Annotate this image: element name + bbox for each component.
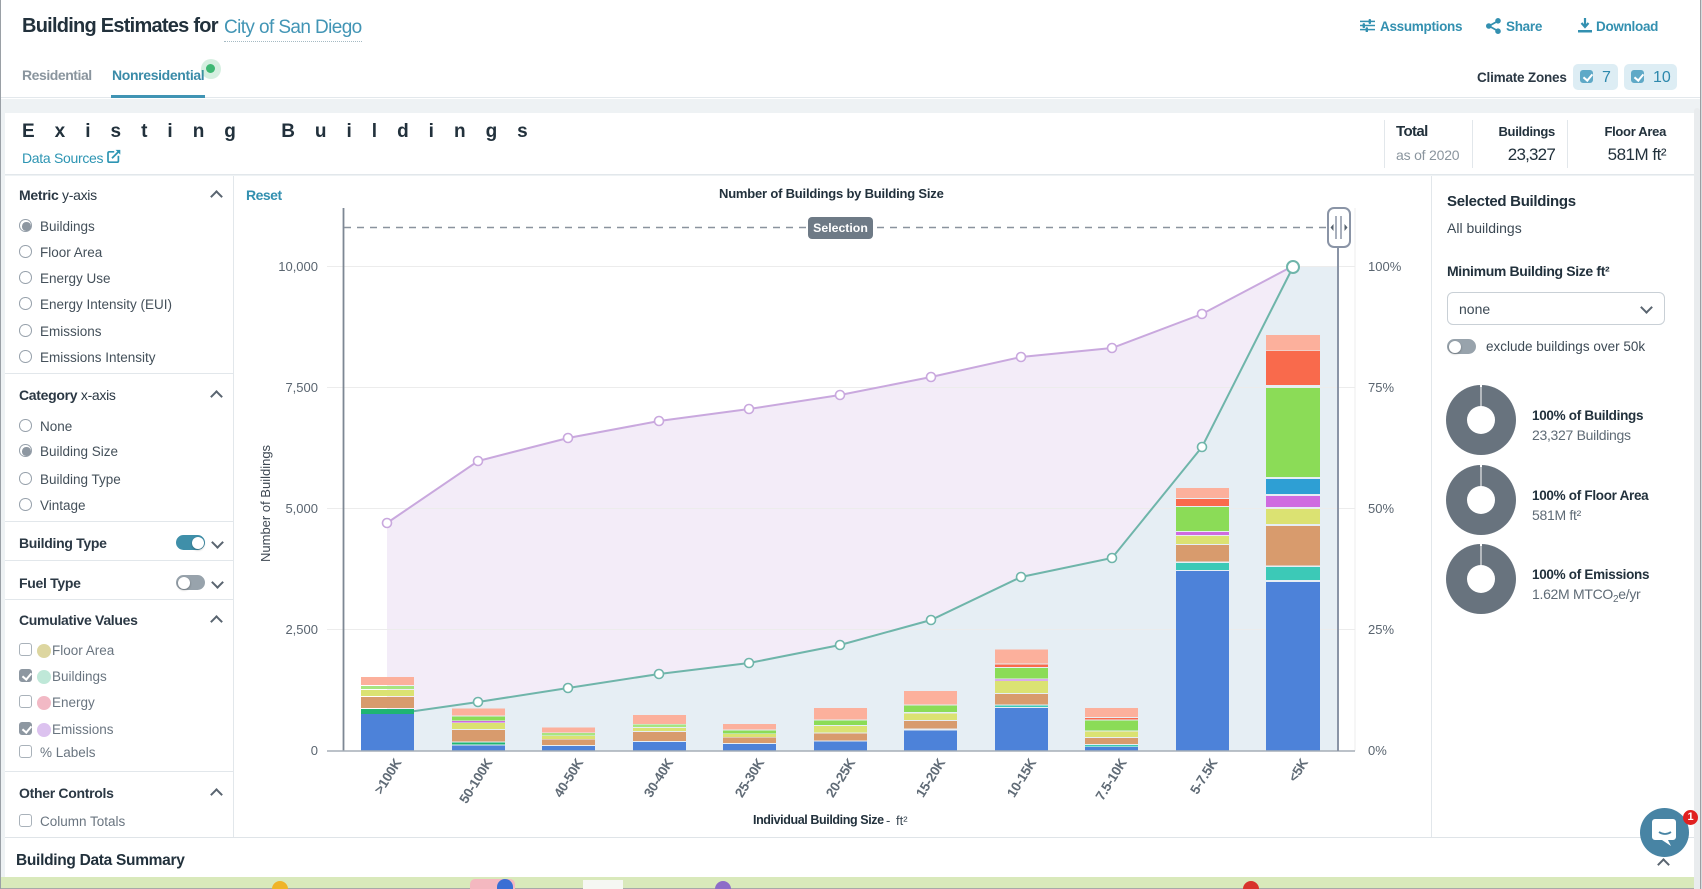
svg-text:Selection: Selection <box>813 221 868 235</box>
